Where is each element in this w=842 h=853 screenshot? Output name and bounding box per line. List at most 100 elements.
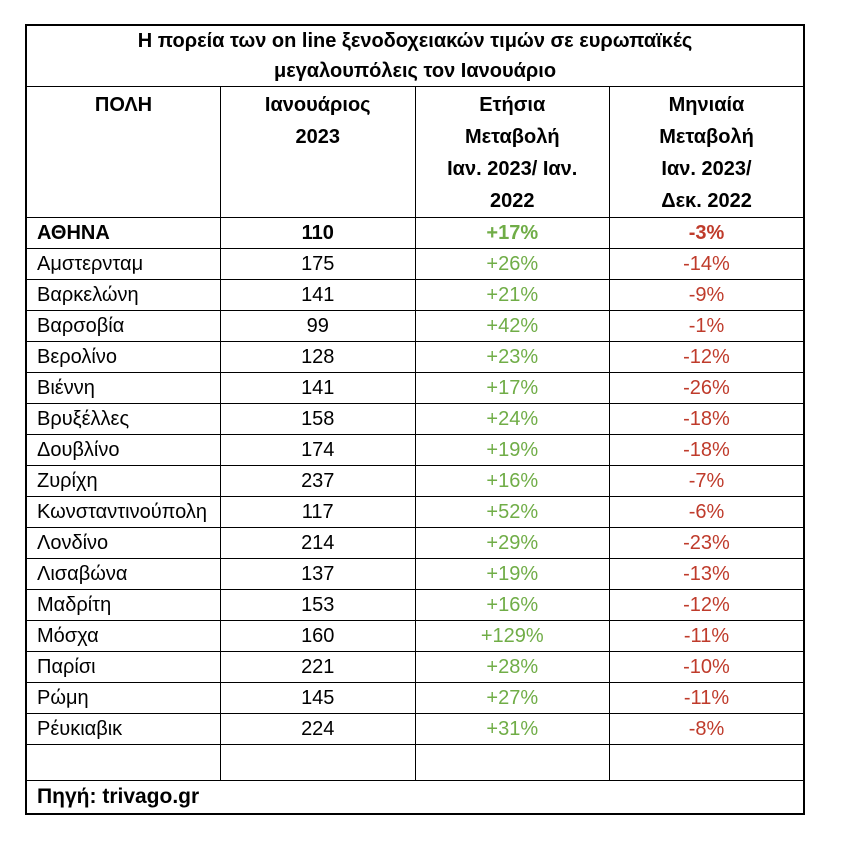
city-cell: Βρυξέλλες [25, 403, 221, 435]
column-header-city: ΠΟΛΗ [25, 86, 221, 218]
city-cell: Ρέυκιαβικ [25, 713, 221, 745]
price-cell: 174 [220, 434, 416, 466]
price-cell: 224 [220, 713, 416, 745]
table-row: Μόσχα 160 +129% -11% [25, 620, 805, 652]
monthly-change-cell: -8% [609, 713, 805, 745]
yearly-change-cell: +29% [414, 527, 610, 559]
price-cell: 175 [220, 248, 416, 280]
monthly-change-cell: -6% [609, 496, 805, 528]
city-cell: Αμστερνταμ [25, 248, 221, 280]
yearly-change-cell: +16% [414, 589, 610, 621]
city-cell: Βαρκελώνη [25, 279, 221, 311]
yearly-change-cell: +16% [414, 465, 610, 497]
yearly-change-cell: +26% [414, 248, 610, 280]
monthly-change-cell: -13% [609, 558, 805, 590]
table-row: Βερολίνο 128 +23% -12% [25, 341, 805, 373]
city-cell: Μόσχα [25, 620, 221, 652]
yearly-change-cell: +17% [414, 372, 610, 404]
monthly-change-cell: -11% [609, 682, 805, 714]
city-cell: ΑΘΗΝΑ [25, 217, 221, 249]
yearly-change-cell: +24% [414, 403, 610, 435]
price-cell: 160 [220, 620, 416, 652]
table-row: Βρυξέλλες 158 +24% -18% [25, 403, 805, 435]
monthly-change-cell: -1% [609, 310, 805, 342]
yearly-change-cell: +19% [414, 558, 610, 590]
column-header-row: ΠΟΛΗ Ιανουάριος 2023 Ετήσια Μεταβολή Ιαν… [25, 86, 805, 218]
monthly-change-cell: -11% [609, 620, 805, 652]
price-cell: 153 [220, 589, 416, 621]
price-cell: 221 [220, 651, 416, 683]
table-foot: Πηγή: trivago.gr [25, 744, 805, 814]
empty-cell [25, 744, 221, 781]
monthly-change-cell: -23% [609, 527, 805, 559]
city-cell: Δουβλίνο [25, 434, 221, 466]
price-cell: 214 [220, 527, 416, 559]
yearly-change-cell: +23% [414, 341, 610, 373]
table-row: Ζυρίχη 237 +16% -7% [25, 465, 805, 497]
table-row: Δουβλίνο 174 +19% -18% [25, 434, 805, 466]
column-header-january-2023: Ιανουάριος 2023 [220, 86, 416, 218]
price-cell: 158 [220, 403, 416, 435]
table-row: Ρέυκιαβικ 224 +31% -8% [25, 713, 805, 745]
yearly-change-cell: +19% [414, 434, 610, 466]
city-cell: Ρώμη [25, 682, 221, 714]
yearly-change-cell: +52% [414, 496, 610, 528]
price-cell: 145 [220, 682, 416, 714]
monthly-change-cell: -10% [609, 651, 805, 683]
table-body: ΑΘΗΝΑ 110 +17% -3% Αμστερνταμ 175 +26% -14% Βαρκ… [25, 217, 805, 745]
monthly-change-cell: -9% [609, 279, 805, 311]
table-row: Λισαβώνα 137 +19% -13% [25, 558, 805, 590]
table-row: Μαδρίτη 153 +16% -12% [25, 589, 805, 621]
empty-row [25, 744, 805, 781]
city-cell: Ζυρίχη [25, 465, 221, 497]
empty-cell [220, 744, 416, 781]
table-row: Κωνσταντινούπολη 117 +52% -6% [25, 496, 805, 528]
monthly-change-cell: -18% [609, 434, 805, 466]
yearly-change-cell: +129% [414, 620, 610, 652]
table-row: Ρώμη 145 +27% -11% [25, 682, 805, 714]
city-cell: Λονδίνο [25, 527, 221, 559]
table-row: Βαρσοβία 99 +42% -1% [25, 310, 805, 342]
monthly-change-cell: -14% [609, 248, 805, 280]
price-cell: 128 [220, 341, 416, 373]
title-row: Η πορεία των on line ξενοδοχειακών τιμών… [25, 24, 805, 87]
yearly-change-cell: +28% [414, 651, 610, 683]
monthly-change-cell: -12% [609, 589, 805, 621]
chart-title: Η πορεία των on line ξενοδοχειακών τιμών… [25, 24, 805, 87]
city-cell: Παρίσι [25, 651, 221, 683]
table-row: Λονδίνο 214 +29% -23% [25, 527, 805, 559]
column-header-monthly-change: Μηνιαία Μεταβολή Ιαν. 2023/ Δεκ. 2022 [609, 86, 805, 218]
hotel-price-table: Η πορεία των on line ξενοδοχειακών τιμών… [25, 24, 805, 815]
table-row: Αμστερνταμ 175 +26% -14% [25, 248, 805, 280]
yearly-change-cell: +31% [414, 713, 610, 745]
monthly-change-cell: -12% [609, 341, 805, 373]
city-cell: Βερολίνο [25, 341, 221, 373]
city-cell: Βαρσοβία [25, 310, 221, 342]
price-cell: 99 [220, 310, 416, 342]
monthly-change-cell: -18% [609, 403, 805, 435]
price-cell: 237 [220, 465, 416, 497]
empty-cell [414, 744, 610, 781]
yearly-change-cell: +17% [414, 217, 610, 249]
column-header-yearly-change: Ετήσια Μεταβολή Ιαν. 2023/ Ιαν. 2022 [414, 86, 610, 218]
price-cell: 141 [220, 279, 416, 311]
yearly-change-cell: +42% [414, 310, 610, 342]
yearly-change-cell: +27% [414, 682, 610, 714]
price-cell: 141 [220, 372, 416, 404]
price-cell: 110 [220, 217, 416, 249]
source-row: Πηγή: trivago.gr [25, 780, 805, 814]
price-cell: 137 [220, 558, 416, 590]
table-row: Παρίσι 221 +28% -10% [25, 651, 805, 683]
monthly-change-cell: -7% [609, 465, 805, 497]
yearly-change-cell: +21% [414, 279, 610, 311]
city-cell: Μαδρίτη [25, 589, 221, 621]
city-cell: Βιέννη [25, 372, 221, 404]
city-cell: Κωνσταντινούπολη [25, 496, 221, 528]
table-row: Βιέννη 141 +17% -26% [25, 372, 805, 404]
empty-cell [609, 744, 805, 781]
table-head: Η πορεία των on line ξενοδοχειακών τιμών… [25, 24, 805, 218]
price-cell: 117 [220, 496, 416, 528]
table-row: ΑΘΗΝΑ 110 +17% -3% [25, 217, 805, 249]
city-cell: Λισαβώνα [25, 558, 221, 590]
